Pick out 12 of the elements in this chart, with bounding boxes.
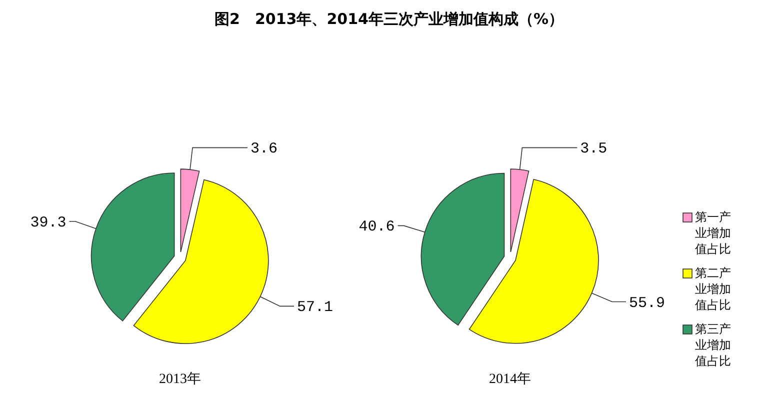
legend-label: 第三产业增加值占比 (695, 321, 732, 369)
data-label: 57.1 (296, 299, 333, 316)
legend-label: 第一产业增加值占比 (695, 209, 732, 257)
text: 2013年 (159, 371, 201, 387)
data-label: 55.9 (629, 294, 666, 312)
data-label: 39.3 (30, 214, 66, 232)
data-label: 3.6 (250, 140, 278, 158)
data-label: 40.6 (358, 218, 395, 236)
text: 2014年 (489, 371, 531, 387)
data-label: 3.5 (580, 140, 608, 158)
text: 图2 2013年、2014年三次产业增加值构成（%） (214, 10, 564, 28)
legend-label: 第二产业增加值占比 (695, 265, 732, 313)
